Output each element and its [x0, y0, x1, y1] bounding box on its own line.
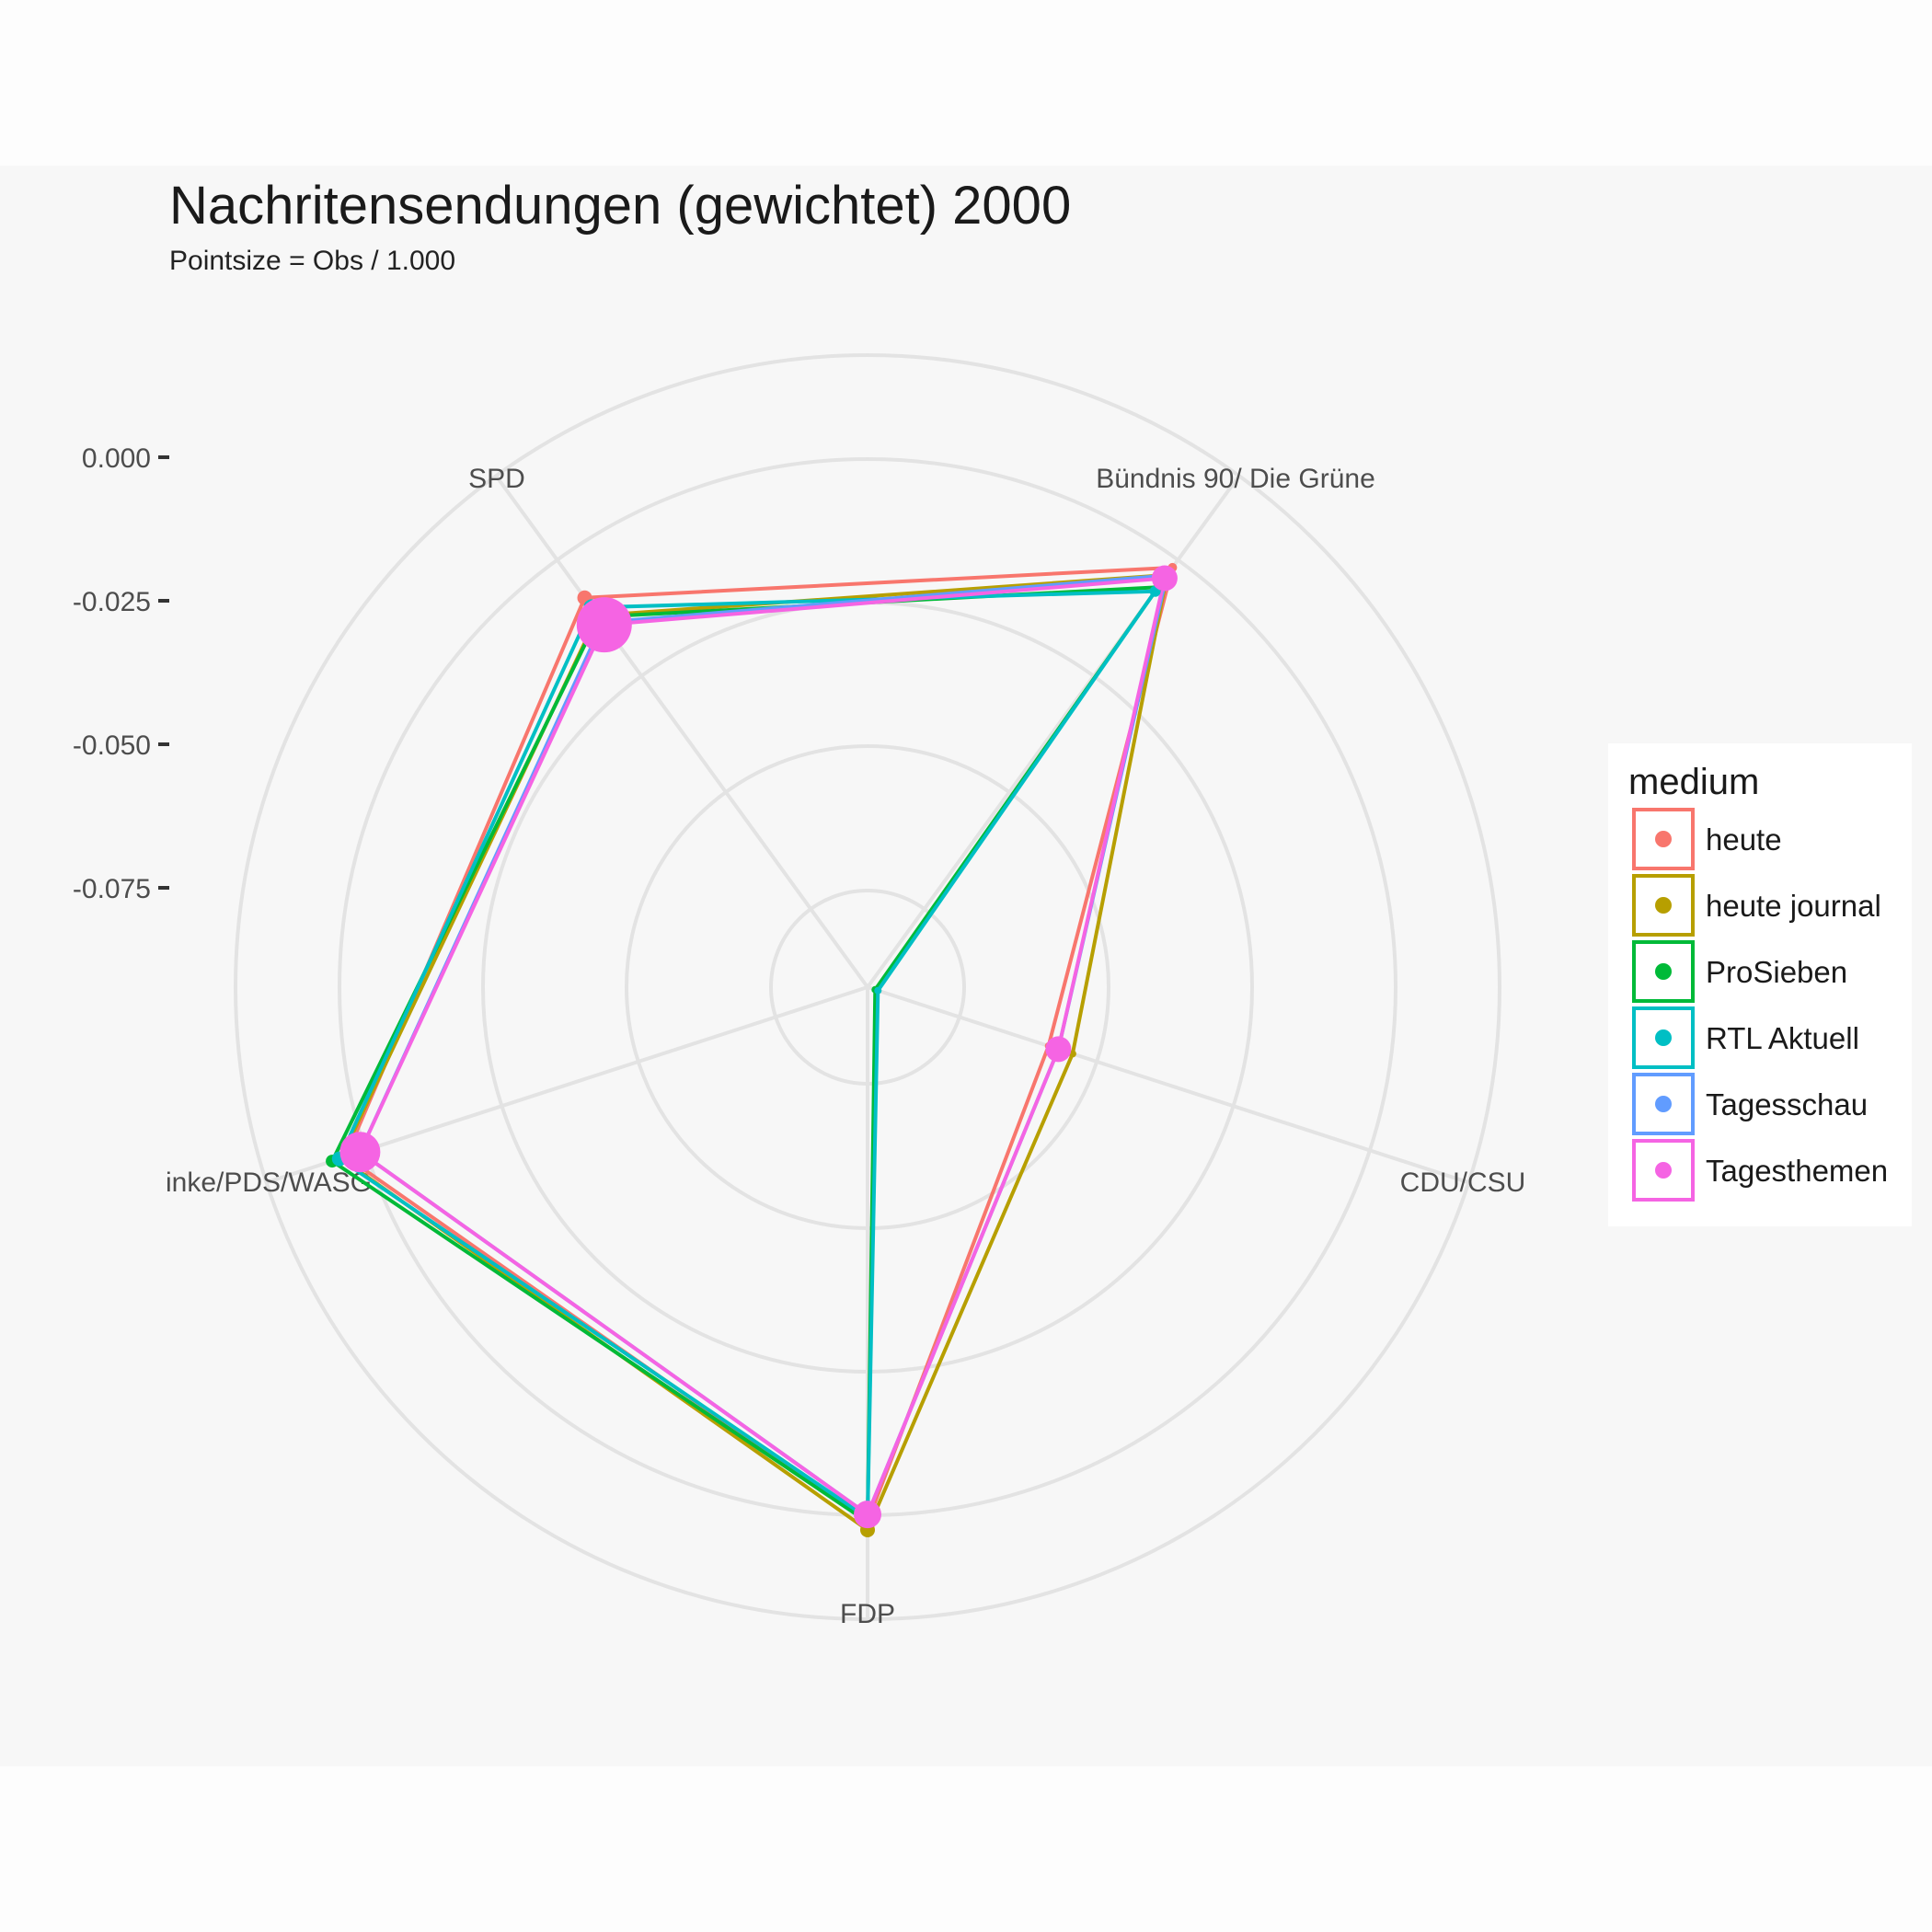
- data-point: [1151, 565, 1178, 592]
- legend-key: [1632, 808, 1695, 870]
- legend-key-dot: [1655, 831, 1672, 847]
- legend-items: heute heute journal ProSieben RTL Aktuell Ta…: [1632, 808, 1888, 1202]
- spoke-line: [494, 475, 869, 989]
- axis-labels: SPD Bündnis 90/ Die Grüne CDU/CSU FDP inke/P…: [166, 464, 1525, 1629]
- legend-label: ProSieben: [1706, 955, 1847, 989]
- series-points: [326, 562, 1178, 1537]
- radial-tick-label: -0.050: [73, 730, 151, 761]
- legend-key: [1632, 874, 1695, 937]
- legend-key: [1632, 1139, 1695, 1202]
- chart-title: Nachritensendungen (gewichtet) 2000: [169, 176, 1071, 236]
- axis-label: SPD: [468, 464, 525, 494]
- legend-title: medium: [1628, 762, 1759, 802]
- legend-key-dot: [1655, 1029, 1672, 1046]
- legend-label: Tagesthemen: [1706, 1154, 1888, 1188]
- legend-key-dot: [1655, 1162, 1672, 1179]
- radial-tick-label: 0.000: [82, 443, 151, 474]
- data-point: [1045, 1036, 1072, 1063]
- legend-label: heute: [1706, 822, 1782, 857]
- series-lines: [330, 565, 1175, 1532]
- data-point: [339, 1132, 381, 1173]
- series-line: [337, 589, 1157, 1520]
- axis-label: inke/PDS/WASG: [166, 1167, 372, 1198]
- legend-key: [1632, 1073, 1695, 1135]
- legend-label: Tagesschau: [1706, 1087, 1868, 1121]
- legend-label: heute journal: [1706, 889, 1881, 923]
- radial-axis: 0.000 -0.025 -0.050 -0.075: [73, 443, 169, 904]
- axis-label: Bündnis 90/ Die Grüne: [1096, 464, 1375, 494]
- spoke-line: [867, 985, 1469, 1185]
- data-point: [854, 1501, 881, 1529]
- data-point: [576, 597, 632, 653]
- legend-background: [1608, 743, 1912, 1226]
- series-line: [358, 576, 1167, 1517]
- spoke-line: [866, 475, 1241, 989]
- legend-key-dot: [1655, 897, 1672, 914]
- legend-key-dot: [1655, 963, 1672, 980]
- legend-key: [1632, 940, 1695, 1003]
- legend-key: [1632, 1006, 1695, 1069]
- radial-tick-label: -0.075: [73, 874, 151, 904]
- legend: medium heute heute journal ProSieben RTL Ak…: [1608, 743, 1912, 1226]
- legend-label: RTL Aktuell: [1706, 1021, 1859, 1055]
- chart-subtitle: Pointsize = Obs / 1.000: [169, 246, 455, 276]
- axis-label: CDU/CSU: [1400, 1167, 1526, 1198]
- radial-tick-label: -0.025: [73, 587, 151, 617]
- legend-key-dot: [1655, 1096, 1672, 1112]
- data-point: [874, 986, 882, 995]
- axis-label: FDP: [840, 1599, 895, 1629]
